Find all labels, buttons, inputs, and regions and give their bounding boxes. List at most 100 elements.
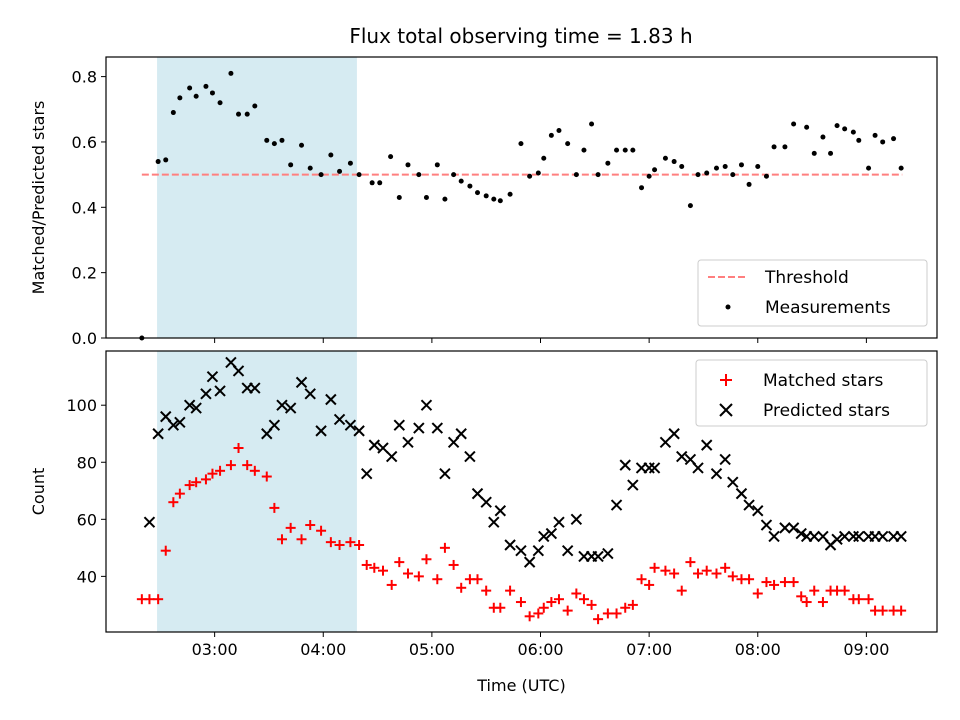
matched-point — [720, 562, 731, 573]
matched-point — [369, 562, 380, 573]
predicted-point — [727, 476, 739, 488]
measurement-points — [139, 70, 904, 341]
top-legend: Threshold Measurements — [697, 259, 928, 327]
predicted-point — [431, 422, 444, 434]
predicted-point — [276, 399, 288, 411]
measurement-point — [416, 172, 422, 178]
matched-point — [495, 602, 506, 613]
matched-point — [345, 537, 356, 548]
predicted-point — [494, 505, 507, 517]
measurement-point — [434, 162, 440, 168]
measurement-point — [337, 168, 343, 174]
measurement-point — [507, 191, 513, 197]
measurement-point — [396, 195, 402, 200]
measurement-point — [491, 196, 497, 202]
matched-point — [693, 568, 704, 579]
predicted-point — [779, 522, 791, 534]
ratio-panel: 0.00.20.40.60.8 Matched/Predicted stars … — [29, 56, 938, 348]
predicted-point — [377, 442, 389, 454]
predicted-point — [768, 530, 780, 543]
matched-point — [200, 474, 211, 485]
measurement-point — [820, 134, 826, 140]
measurement-point — [872, 132, 878, 138]
measurement-point — [755, 163, 761, 169]
matched-point — [586, 599, 597, 610]
measurement-point — [155, 159, 161, 165]
predicted-point — [420, 399, 433, 411]
top-y-axis-label: Matched/Predicted stars — [29, 101, 48, 295]
measurement-point — [738, 162, 744, 168]
measurement-point — [170, 110, 176, 116]
measurement-point — [866, 165, 872, 171]
measurement-point — [679, 163, 685, 169]
matched-point — [207, 468, 218, 479]
y-tick-label: 0.0 — [72, 329, 97, 348]
measurement-point — [264, 137, 270, 143]
measurement-point — [556, 128, 562, 134]
matched-point — [160, 545, 171, 556]
matched-point — [261, 471, 272, 482]
predicted-point — [143, 516, 156, 528]
matched-point — [305, 520, 316, 531]
predicted-point — [268, 419, 281, 431]
matched-point — [316, 525, 327, 536]
predicted-point — [471, 487, 484, 500]
measurement-point — [209, 90, 215, 96]
predicted-point — [413, 422, 425, 434]
measurement-point — [203, 83, 209, 89]
measurement-point — [356, 172, 362, 178]
predicted-point — [648, 462, 661, 474]
legend-measurements-swatch — [725, 304, 731, 310]
legend-matched-swatch — [720, 374, 732, 386]
measurement-point — [804, 124, 810, 130]
matched-point — [660, 565, 671, 576]
count-panel: 03:00 04:00 05:00 06:00 07:00 08:00 09:00 40 60 8… — [29, 350, 938, 695]
predicted-point — [795, 527, 807, 540]
matched-point — [144, 594, 155, 605]
predicted-point — [214, 385, 226, 397]
matched-point — [602, 608, 613, 619]
matched-point — [421, 554, 432, 565]
predicted-point — [553, 516, 565, 528]
matched-point — [249, 465, 260, 476]
measurement-point — [811, 150, 817, 156]
legend-predicted-label: Predicted stars — [763, 401, 890, 421]
matched-point — [184, 480, 195, 491]
measurement-point — [236, 111, 242, 117]
measurement-point — [244, 111, 250, 117]
measurement-point — [771, 144, 777, 150]
bottom-axes-frame — [105, 350, 938, 633]
predicted-point — [561, 544, 574, 557]
bottom-highlight-span — [157, 351, 357, 632]
predicted-point — [592, 550, 604, 563]
predicted-point — [760, 519, 773, 531]
measurement-point — [595, 172, 601, 178]
matched-point — [553, 594, 564, 605]
matched-point — [269, 502, 280, 513]
matched-point — [402, 568, 413, 579]
predicted-point — [315, 425, 327, 437]
measurement-point — [891, 136, 897, 142]
matched-point — [361, 559, 372, 570]
chart-title: Flux total observing time = 1.83 h — [349, 24, 692, 48]
matched-point — [627, 599, 638, 610]
matched-point — [481, 585, 492, 596]
predicted-point — [232, 365, 245, 377]
matched-point — [386, 579, 397, 590]
measurement-point — [662, 155, 668, 161]
bottom-y-axis-label: Count — [29, 468, 48, 516]
measurement-point — [898, 165, 904, 171]
matched-point — [877, 605, 888, 616]
predicted-point — [152, 428, 164, 440]
measurement-point — [288, 162, 294, 168]
predicted-point — [895, 530, 907, 543]
measurement-point — [347, 160, 353, 166]
y-tick-label: 100 — [66, 396, 97, 415]
predicted-point — [853, 530, 865, 543]
matched-point — [472, 574, 483, 585]
predicted-point — [627, 479, 639, 491]
matched-point — [168, 497, 179, 508]
measurement-point — [299, 142, 305, 148]
matched-point — [325, 537, 336, 548]
predicted-point — [876, 530, 889, 543]
